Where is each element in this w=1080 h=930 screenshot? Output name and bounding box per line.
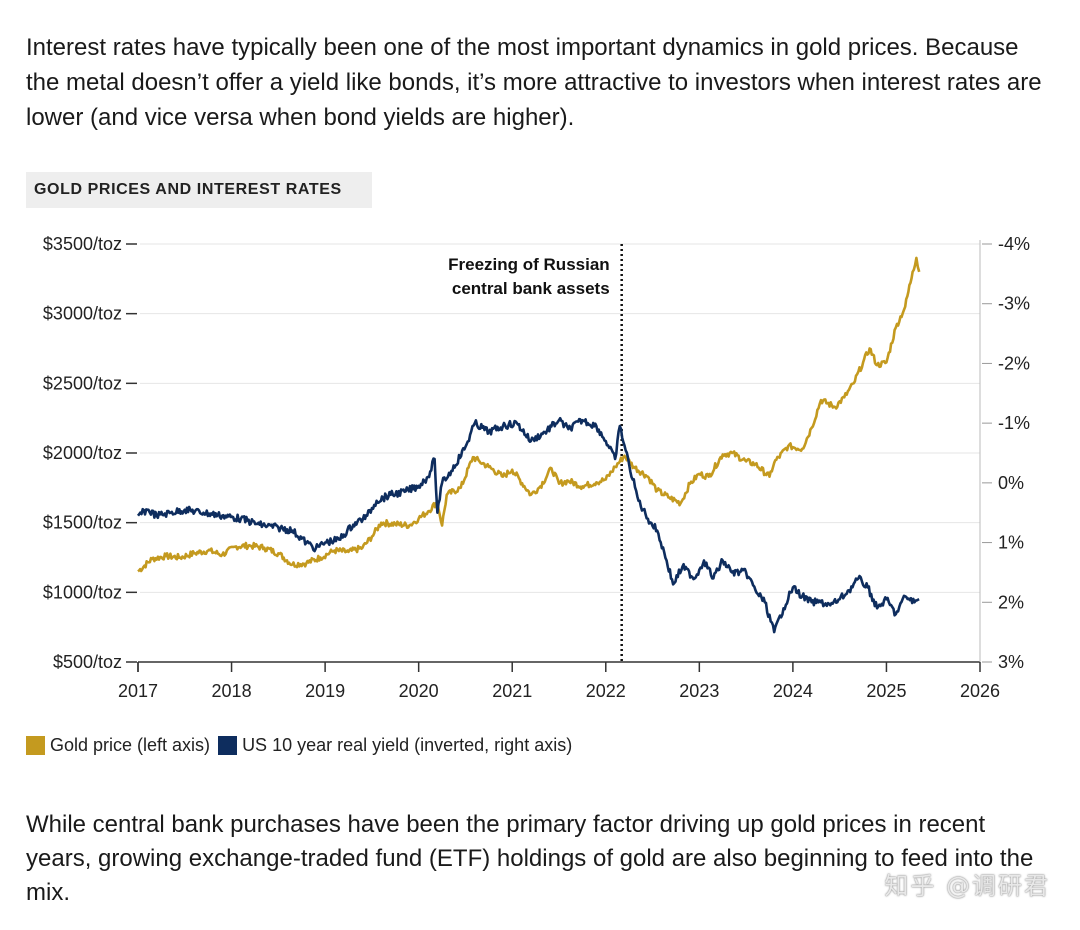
series-gold-price-line xyxy=(137,256,921,573)
right-tick-label: -4% xyxy=(998,234,1030,254)
x-tick-label: 2025 xyxy=(866,681,906,701)
chart-title-box: GOLD PRICES AND INTEREST RATES xyxy=(26,172,372,208)
legend-label-yield: US 10 year real yield (inverted, right a… xyxy=(242,734,573,755)
annotation-label-line2: central bank assets xyxy=(452,279,610,298)
chart-canvas: $500/toz $1000/toz $1500/toz $2000/toz $2500… xyxy=(43,234,1030,701)
left-tick-label: $3000/toz xyxy=(43,304,122,324)
legend-item-gold: Gold price (left axis) xyxy=(26,735,210,756)
x-tick-label: 2019 xyxy=(305,681,345,701)
outro-paragraph: While central bank purchases have been t… xyxy=(26,811,1034,906)
x-tick-label: 2024 xyxy=(773,681,813,701)
left-tick-label: $1500/toz xyxy=(43,513,122,533)
left-tick-label: $1000/toz xyxy=(43,582,122,602)
left-tick-label: $3500/toz xyxy=(43,234,122,254)
left-tick-label: $500/toz xyxy=(53,652,122,672)
x-tick-label: 2021 xyxy=(492,681,532,701)
intro-paragraph: Interest rates have typically been one o… xyxy=(26,34,1042,131)
right-tick-label: 3% xyxy=(998,652,1024,672)
x-tick-label: 2020 xyxy=(399,681,439,701)
legend-label-gold: Gold price (left axis) xyxy=(50,734,211,755)
x-tick-label: 2023 xyxy=(679,681,719,701)
right-tick-label: -3% xyxy=(998,294,1030,314)
gold-swatch-icon xyxy=(26,735,45,755)
x-tick-label: 2026 xyxy=(960,681,1000,701)
right-tick-label: 1% xyxy=(998,533,1024,553)
right-tick-label: -2% xyxy=(998,353,1030,373)
left-tick-label: $2500/toz xyxy=(43,373,122,393)
yield-swatch-icon xyxy=(218,735,238,755)
legend-item-yield: US 10 year real yield (inverted, right a… xyxy=(218,735,572,756)
right-tick-label: -1% xyxy=(998,413,1030,433)
right-tick-label: 0% xyxy=(998,473,1024,493)
chart-title: GOLD PRICES AND INTEREST RATES xyxy=(34,181,342,198)
right-tick-label: 2% xyxy=(998,592,1024,612)
left-tick-label: $2000/toz xyxy=(43,443,122,463)
watermark: 知乎 @调研君 xyxy=(884,872,1050,900)
x-tick-label: 2022 xyxy=(586,681,626,701)
x-tick-label: 2018 xyxy=(212,681,252,701)
x-tick-label: 2017 xyxy=(118,681,158,701)
legend: Gold price (left axis) US 10 year real y… xyxy=(26,731,580,759)
annotation-label-line1: Freezing of Russian xyxy=(448,255,610,274)
series-real-yield-line xyxy=(136,416,920,634)
